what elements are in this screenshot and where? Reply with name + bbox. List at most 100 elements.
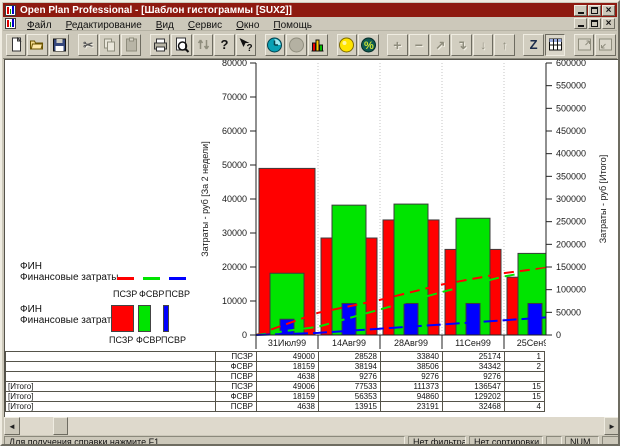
doc-restore-button[interactable] [588,18,601,29]
legend-line-swatch-псвр [169,277,186,280]
menu-item-сервис[interactable]: Сервис [187,19,223,31]
table-cell: [Итого] [5,401,216,412]
toolbar-separator [72,34,76,56]
minimize-icon [577,11,584,14]
spreadsheet-view-button[interactable] [544,33,566,56]
print-button[interactable] [149,33,171,56]
legend-label: ПСЗР [109,335,134,345]
toolbar-separator [259,34,263,56]
help-button[interactable]: ? [214,33,235,56]
bar-псвр-2 [403,302,419,336]
table-cell: [Итого] [5,391,216,402]
table-row[interactable]: ПСВР 4638 9276 9276 9276 [5,371,545,382]
table-cell: 15 [504,381,545,392]
add-button[interactable]: + [387,33,408,56]
print-preview-button[interactable] [171,33,192,56]
x-axis-label: 31Июл99 [268,338,306,348]
axis-text: 0 [242,330,247,340]
move-down-button[interactable]: ↓ [472,33,494,56]
move-up-button[interactable]: ↑ [494,33,515,56]
close-icon: × [605,18,612,29]
spreadsheet[interactable]: ПСЗР 49000 28528 33840 25174 1 ФСВР 18159 38194 3… [5,351,545,412]
table-cell: 56353 [318,391,381,402]
table-cell [5,371,216,382]
new-document-button[interactable] [6,33,27,56]
toolbar-separator [518,34,522,56]
scroll-left-button[interactable]: ◄ [4,417,20,435]
open-button[interactable] [27,33,48,56]
plus-icon: + [393,36,402,53]
table-cell: ПСВР [215,371,257,382]
legend-label: ПСЗР [113,289,138,299]
table-cell: 136547 [442,381,505,392]
table-row[interactable]: [Итого] ФСВР 18159 56353 94860 129202 15 [5,391,545,402]
legend-bar-swatch-фсвр [138,305,151,332]
toolbar: ✂??% + − ↗ ↴ ↓ ↑ Z [3,31,617,59]
line-2 [256,316,546,336]
window-title: Open Plan Professional - [Шаблон гистогр… [20,4,292,16]
scroll-right-button[interactable]: ► [604,417,618,435]
menu-item-файл[interactable]: Файл [27,19,52,31]
legend-label: ПСВР [161,335,186,345]
table-cell: 23191 [380,401,443,412]
legend-subtitle: Финансовые затраты [20,272,119,283]
copy-button [99,33,120,56]
axis-text: 450000 [556,126,586,136]
remove-button[interactable]: − [408,33,430,56]
axis-text: 100000 [556,285,586,295]
legend-label: ФСВР [136,335,162,345]
axis-text: 80000 [222,60,247,68]
menu-item-окно[interactable]: Окно [236,19,260,31]
new-icon [11,36,22,51]
cost-coin-button[interactable] [336,33,358,56]
context-help-button[interactable]: ? [235,33,257,56]
scrollbar-thumb[interactable] [53,417,68,435]
move-out-button[interactable]: ↗ [430,33,451,56]
axis-text: 200000 [556,239,586,249]
histogram-icon [311,39,324,51]
cut-icon: ✂ [83,37,94,52]
menu-item-редактирование[interactable]: Редактирование [65,19,142,31]
histogram-view-button[interactable] [307,33,329,56]
table-row[interactable]: ФСВР 18159 38194 38506 34342 2 [5,361,545,372]
legend-bar-swatch-псзр [111,305,134,332]
menu-item-вид[interactable]: Вид [155,19,174,31]
table-row[interactable]: ПСЗР 49000 28528 33840 25174 1 [5,351,545,362]
preview-icon [176,37,190,53]
menu-item-помощь[interactable]: Помощь [273,19,313,31]
toolbar-separator [144,34,148,56]
toolbar-separator [382,34,386,56]
zoom-z-button[interactable]: Z [523,33,544,56]
toolbar-separator [568,34,572,56]
table-cell [504,371,545,382]
document-icon[interactable] [5,18,16,29]
legend-subtitle: Финансовые затраты [20,315,119,326]
app-icon[interactable] [5,4,16,16]
save-button[interactable] [48,33,70,56]
percent-button[interactable]: % [358,33,379,56]
legend-label: ФСВР [139,289,165,299]
axis-text: 350000 [556,171,586,181]
table-row[interactable]: [Итого] ПСВР 4638 13915 23191 32468 4 [5,401,545,412]
sort-icon [197,39,209,49]
move-in-button[interactable]: ↴ [451,33,472,56]
table-cell: 4638 [256,401,319,412]
doc-minimize-button[interactable] [574,18,587,29]
minimize-button[interactable] [574,4,587,16]
axis-text: 70000 [222,92,247,102]
table-cell [5,361,216,372]
legend-line-swatch-псзр [117,277,134,280]
time-clock-button[interactable] [264,33,286,56]
horizontal-scrollbar[interactable]: ◄ ► [4,417,618,435]
table-row[interactable]: [Итого] ПСЗР 49006 77533 111373 136547 15 [5,381,545,392]
doc-close-button[interactable]: × [602,18,615,29]
close-button[interactable]: × [602,4,615,16]
x-axis-label: 14Авг99 [332,338,366,348]
restore-button[interactable] [588,4,601,16]
bar-legend: ФИН Финансовые затраты ПСЗР ФСВР ПСВР [20,304,200,348]
table-cell: 18159 [256,391,319,402]
cascade-window-button [595,33,616,56]
table-cell: 49000 [256,351,319,362]
circle-icon [288,37,304,52]
